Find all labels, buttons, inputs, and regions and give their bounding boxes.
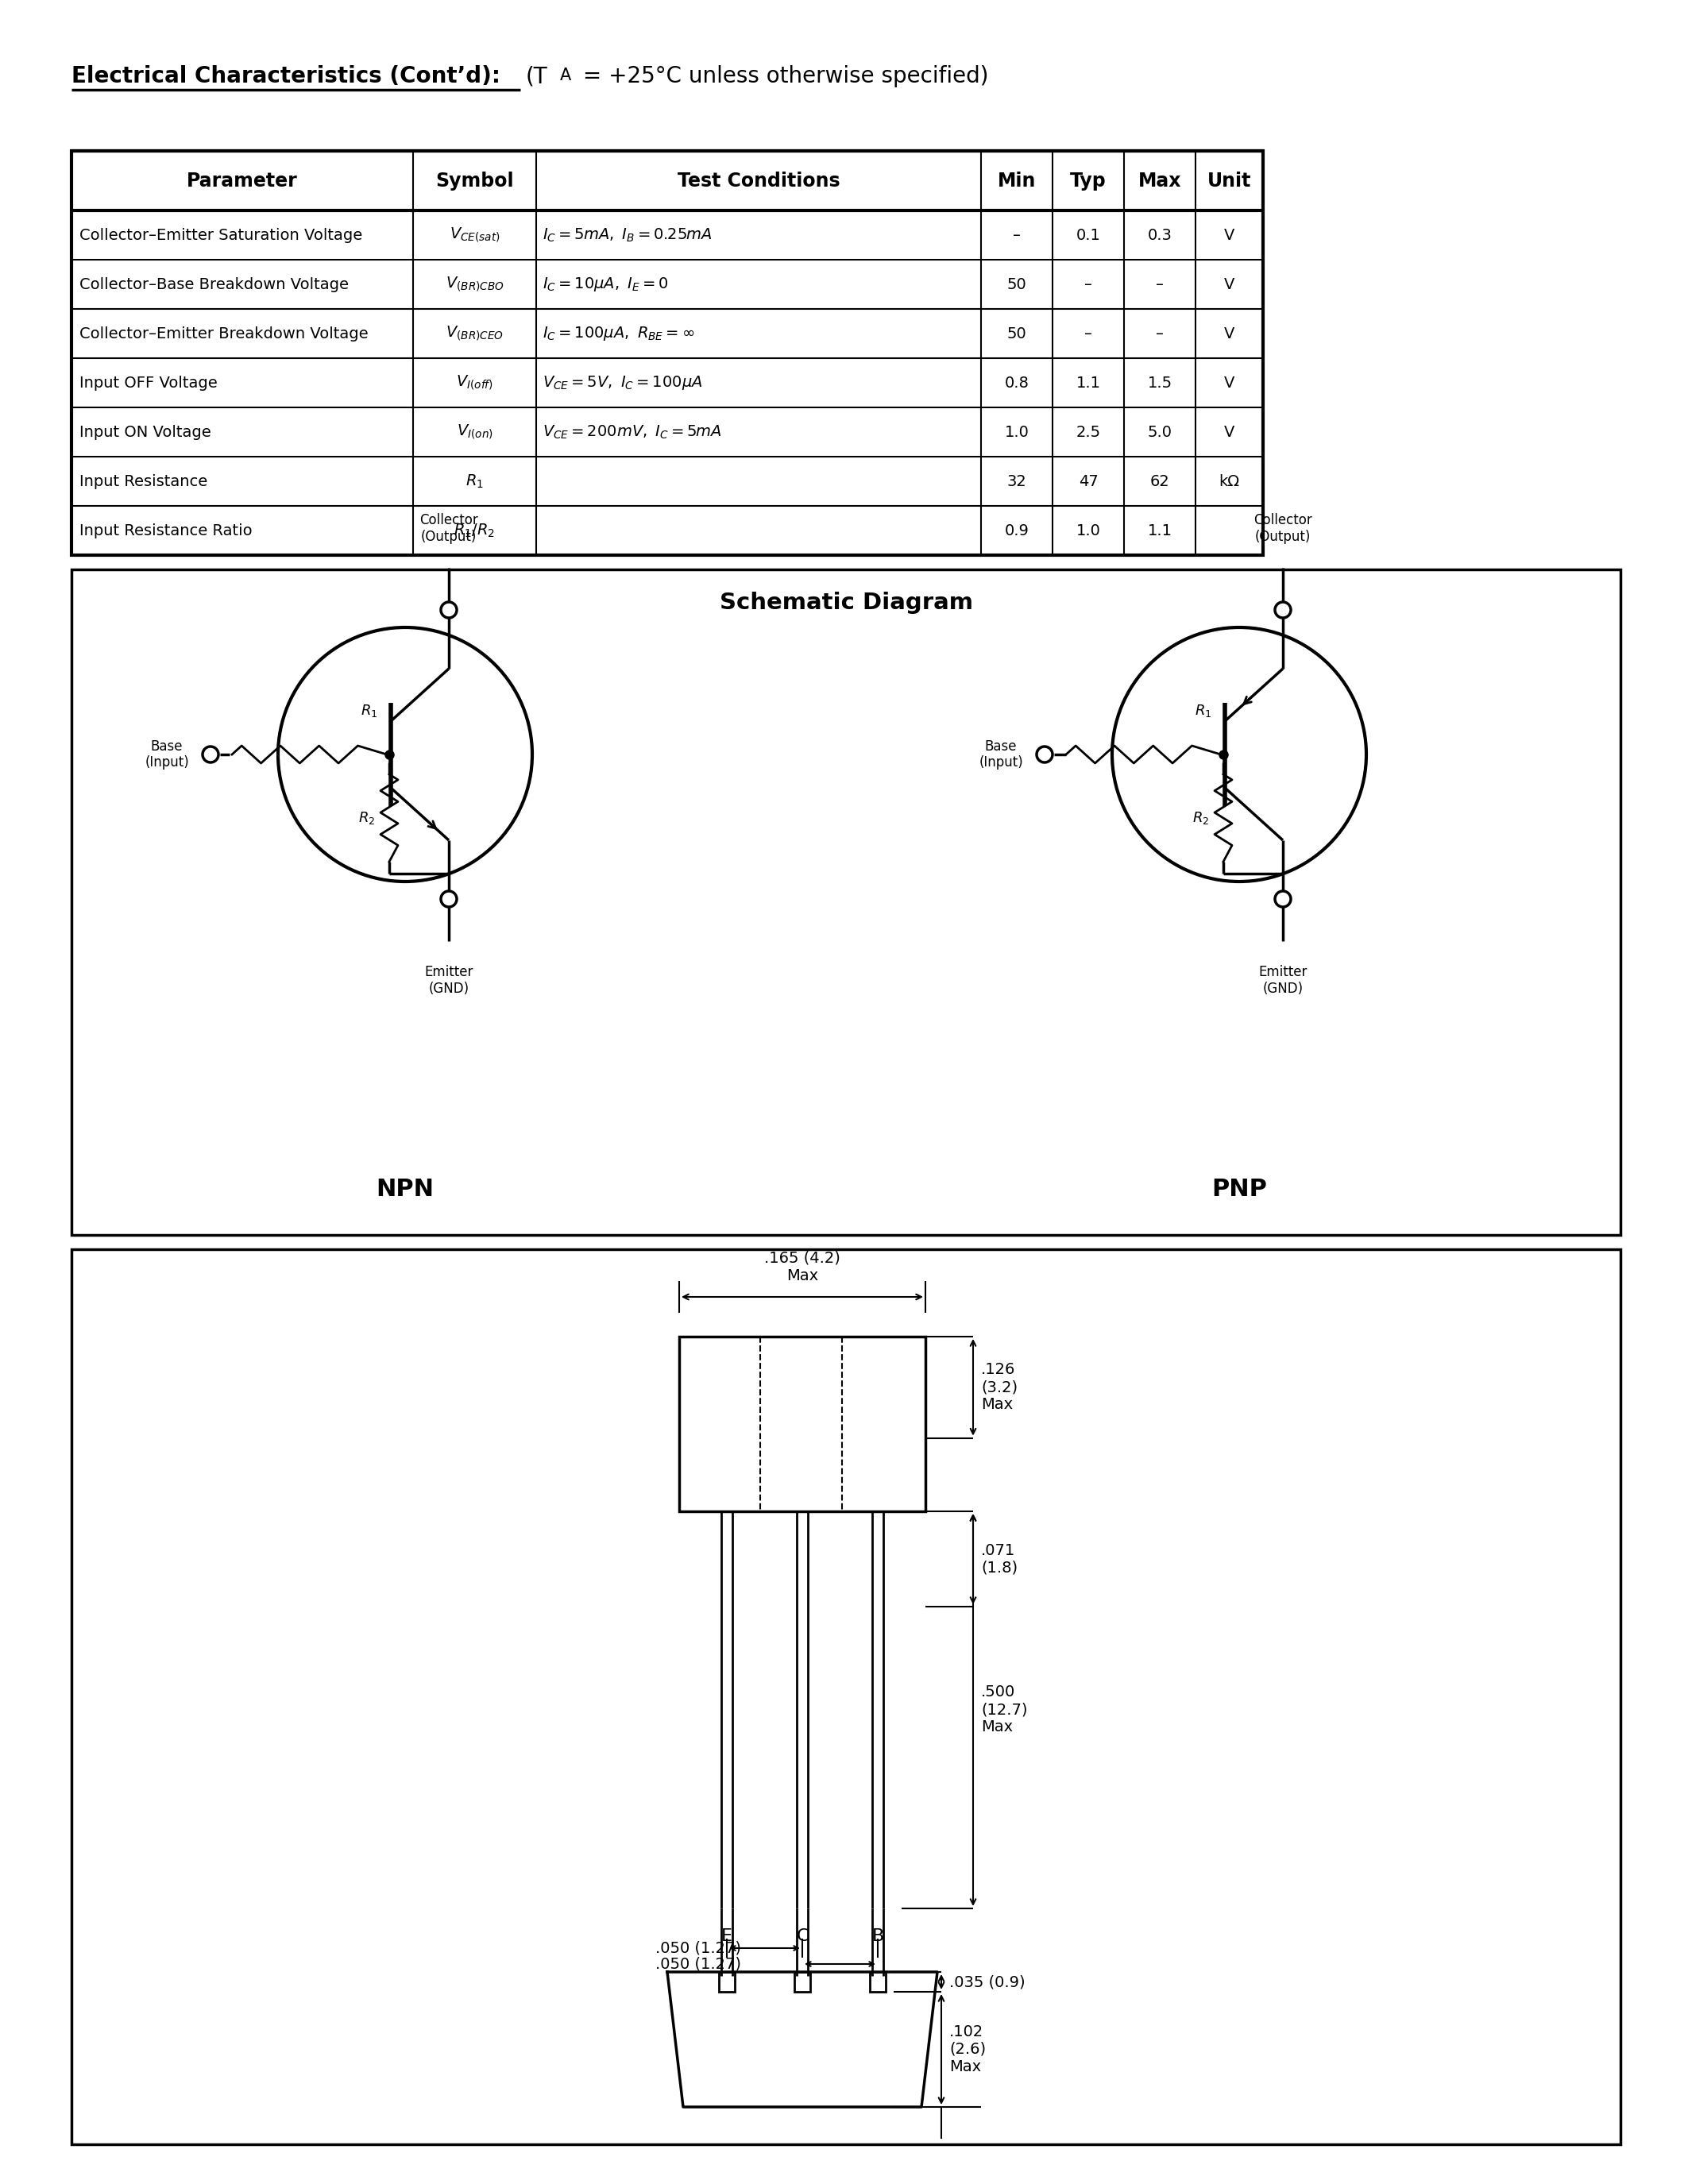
- Text: Electrical Characteristics (Cont’d):: Electrical Characteristics (Cont’d):: [71, 66, 500, 87]
- Text: C: C: [797, 1928, 809, 1944]
- Text: –: –: [1156, 277, 1163, 293]
- Text: V: V: [1224, 376, 1234, 391]
- Text: $V_{(BR)CBO}$: $V_{(BR)CBO}$: [446, 275, 505, 293]
- Text: .500
(12.7)
Max: .500 (12.7) Max: [981, 1684, 1028, 1734]
- Text: Collector
(Output): Collector (Output): [1254, 513, 1312, 544]
- Bar: [719, 1972, 734, 1992]
- Bar: [795, 1972, 810, 1992]
- Text: Base
(Input): Base (Input): [979, 738, 1023, 771]
- Text: 62: 62: [1150, 474, 1170, 489]
- Text: 0.8: 0.8: [1004, 376, 1030, 391]
- Text: 1.0: 1.0: [1075, 522, 1101, 537]
- Text: 1.5: 1.5: [1148, 376, 1171, 391]
- Text: $R_1$: $R_1$: [1195, 703, 1212, 719]
- Text: Emitter
(GND): Emitter (GND): [424, 965, 473, 996]
- Text: .102
(2.6)
Max: .102 (2.6) Max: [949, 2025, 986, 2075]
- Text: $R_2$: $R_2$: [1192, 810, 1209, 826]
- Text: Input Resistance Ratio: Input Resistance Ratio: [79, 522, 252, 537]
- Text: Min: Min: [998, 170, 1036, 190]
- Text: Input OFF Voltage: Input OFF Voltage: [79, 376, 218, 391]
- Text: Input ON Voltage: Input ON Voltage: [79, 424, 211, 439]
- Bar: [71, 1249, 1620, 2145]
- Text: Collector
(Output): Collector (Output): [420, 513, 478, 544]
- Text: 0.1: 0.1: [1075, 227, 1101, 242]
- Text: V: V: [1224, 325, 1234, 341]
- Text: 50: 50: [1008, 277, 1026, 293]
- Text: .035 (0.9): .035 (0.9): [949, 1974, 1025, 1990]
- Text: 47: 47: [1079, 474, 1099, 489]
- Bar: [869, 1972, 886, 1992]
- Text: E: E: [721, 1928, 733, 1944]
- Text: V: V: [1224, 227, 1234, 242]
- Text: NPN: NPN: [376, 1177, 434, 1201]
- Bar: [679, 1337, 925, 1511]
- Text: Emitter
(GND): Emitter (GND): [1259, 965, 1307, 996]
- Text: Max: Max: [1138, 170, 1182, 190]
- Text: 0.3: 0.3: [1148, 227, 1171, 242]
- Text: .050 (1.27): .050 (1.27): [655, 1942, 741, 1955]
- Text: kΩ: kΩ: [1219, 474, 1239, 489]
- Text: V: V: [1224, 277, 1234, 293]
- Text: $V_{I(off)}$: $V_{I(off)}$: [456, 373, 493, 391]
- Bar: [71, 151, 1263, 555]
- Text: $I_C = 100\mu A,\ R_{BE} = \infty$: $I_C = 100\mu A,\ R_{BE} = \infty$: [542, 325, 694, 343]
- Text: Collector–Emitter Breakdown Voltage: Collector–Emitter Breakdown Voltage: [79, 325, 368, 341]
- Text: $R_1$: $R_1$: [360, 703, 378, 719]
- Text: Collector–Base Breakdown Voltage: Collector–Base Breakdown Voltage: [79, 277, 349, 293]
- Text: 1.1: 1.1: [1075, 376, 1101, 391]
- Text: Collector–Emitter Saturation Voltage: Collector–Emitter Saturation Voltage: [79, 227, 363, 242]
- Text: = +25°C unless otherwise specified): = +25°C unless otherwise specified): [576, 66, 989, 87]
- Text: B: B: [871, 1928, 885, 1944]
- Text: $V_{CE(sat)}$: $V_{CE(sat)}$: [449, 227, 500, 245]
- Text: Test Conditions: Test Conditions: [677, 170, 841, 190]
- Text: Unit: Unit: [1207, 170, 1251, 190]
- Text: (T: (T: [527, 66, 549, 87]
- Text: 5.0: 5.0: [1148, 424, 1171, 439]
- Text: $R_1$: $R_1$: [466, 472, 484, 489]
- Text: .050 (1.27): .050 (1.27): [655, 1957, 741, 1972]
- Bar: [71, 570, 1620, 1234]
- Text: .071
(1.8): .071 (1.8): [981, 1542, 1018, 1575]
- Text: Parameter: Parameter: [187, 170, 297, 190]
- Text: 50: 50: [1008, 325, 1026, 341]
- Text: $R_2$: $R_2$: [358, 810, 375, 826]
- Text: .165 (4.2)
Max: .165 (4.2) Max: [765, 1251, 841, 1282]
- Text: –: –: [1084, 325, 1092, 341]
- Text: Typ: Typ: [1070, 170, 1106, 190]
- Text: $V_{CE} = 5V,\ I_C = 100\mu A$: $V_{CE} = 5V,\ I_C = 100\mu A$: [542, 373, 702, 391]
- Text: $V_{I(on)}$: $V_{I(on)}$: [456, 424, 493, 441]
- Text: $I_C = 5mA,\ I_B = 0.25mA$: $I_C = 5mA,\ I_B = 0.25mA$: [542, 227, 712, 245]
- Text: $I_C = 10\mu A,\ I_E = 0$: $I_C = 10\mu A,\ I_E = 0$: [542, 275, 668, 293]
- Text: Input Resistance: Input Resistance: [79, 474, 208, 489]
- Text: 1.1: 1.1: [1148, 522, 1171, 537]
- Text: 2.5: 2.5: [1075, 424, 1101, 439]
- Text: $V_{(BR)CEO}$: $V_{(BR)CEO}$: [446, 325, 503, 343]
- Text: –: –: [1013, 227, 1021, 242]
- Text: .126
(3.2)
Max: .126 (3.2) Max: [981, 1363, 1018, 1413]
- Text: $V_{CE} = 200mV,\ I_C = 5mA$: $V_{CE} = 200mV,\ I_C = 5mA$: [542, 424, 722, 441]
- Text: 0.9: 0.9: [1004, 522, 1030, 537]
- Text: A: A: [560, 68, 571, 83]
- Text: Symbol: Symbol: [436, 170, 513, 190]
- Text: PNP: PNP: [1212, 1177, 1268, 1201]
- Text: Schematic Diagram: Schematic Diagram: [719, 592, 972, 614]
- Text: V: V: [1224, 424, 1234, 439]
- Text: $R_1/R_2$: $R_1/R_2$: [454, 522, 495, 539]
- Text: –: –: [1156, 325, 1163, 341]
- Text: 32: 32: [1008, 474, 1026, 489]
- Text: Base
(Input): Base (Input): [145, 738, 189, 771]
- Text: –: –: [1084, 277, 1092, 293]
- Text: 1.0: 1.0: [1004, 424, 1030, 439]
